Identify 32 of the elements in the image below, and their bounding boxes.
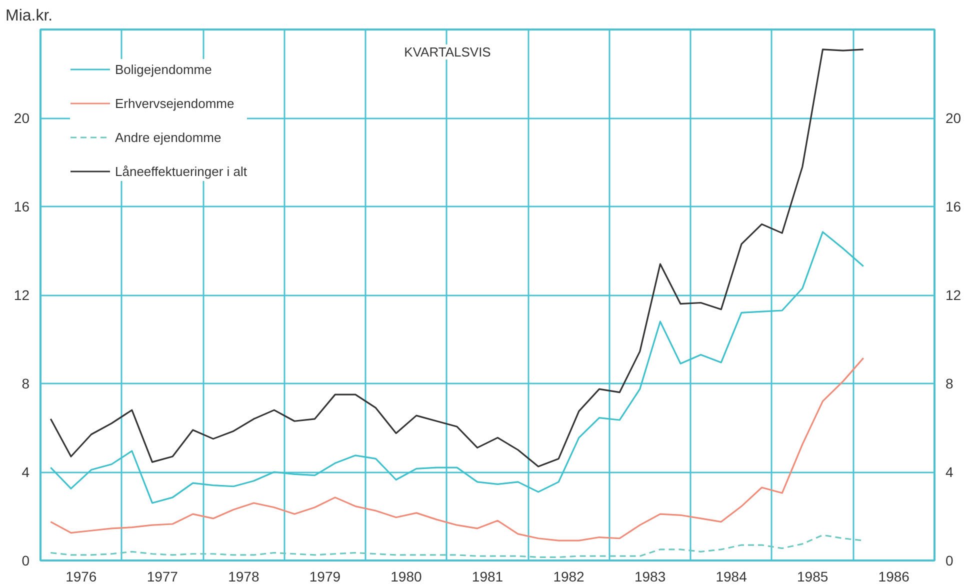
x-tick-label: 1980	[390, 568, 422, 584]
y-tick-label: 4	[22, 464, 30, 480]
y-tick-label: 0	[22, 552, 30, 568]
text: KVARTALSVIS	[404, 44, 492, 60]
legend-label: Boligejendomme	[115, 62, 212, 76]
y-axis-title: Mia.kr.	[6, 8, 53, 24]
y2-tick-label: 16	[946, 198, 962, 214]
y2-tick-label: 0	[946, 552, 954, 568]
line-series	[50, 231, 864, 504]
y-tick-label: 12	[14, 287, 30, 303]
line-series	[50, 357, 864, 542]
x-tick-label: 1978	[228, 568, 260, 584]
y-tick-label: 8	[22, 376, 30, 392]
legend-label: Erhvervsejendomme	[115, 96, 234, 110]
legend-label: Andre ejendomme	[115, 130, 222, 144]
x-tick-label: 1977	[146, 568, 178, 584]
x-tick-label: 1976	[66, 568, 97, 584]
y2-tick-label: 4	[946, 464, 954, 480]
x-tick-label: 1983	[634, 568, 666, 584]
x-tick-label: 1985	[797, 568, 828, 584]
x-tick-label: 1981	[472, 568, 504, 584]
y2-tick-label: 12	[946, 287, 962, 303]
x-tick-label: 1979	[309, 568, 341, 584]
y-tick-label: 16	[14, 198, 30, 214]
y2-tick-label: 8	[946, 376, 954, 392]
legend-label: Låneeffektueringer i alt	[115, 164, 248, 178]
y-tick-label: 20	[14, 110, 30, 126]
x-tick-label: 1986	[878, 568, 910, 584]
x-tick-label: 1984	[716, 568, 748, 584]
x-tick-label: 1982	[553, 568, 585, 584]
y2-tick-label: 20	[946, 110, 962, 126]
line-series	[50, 48, 864, 468]
